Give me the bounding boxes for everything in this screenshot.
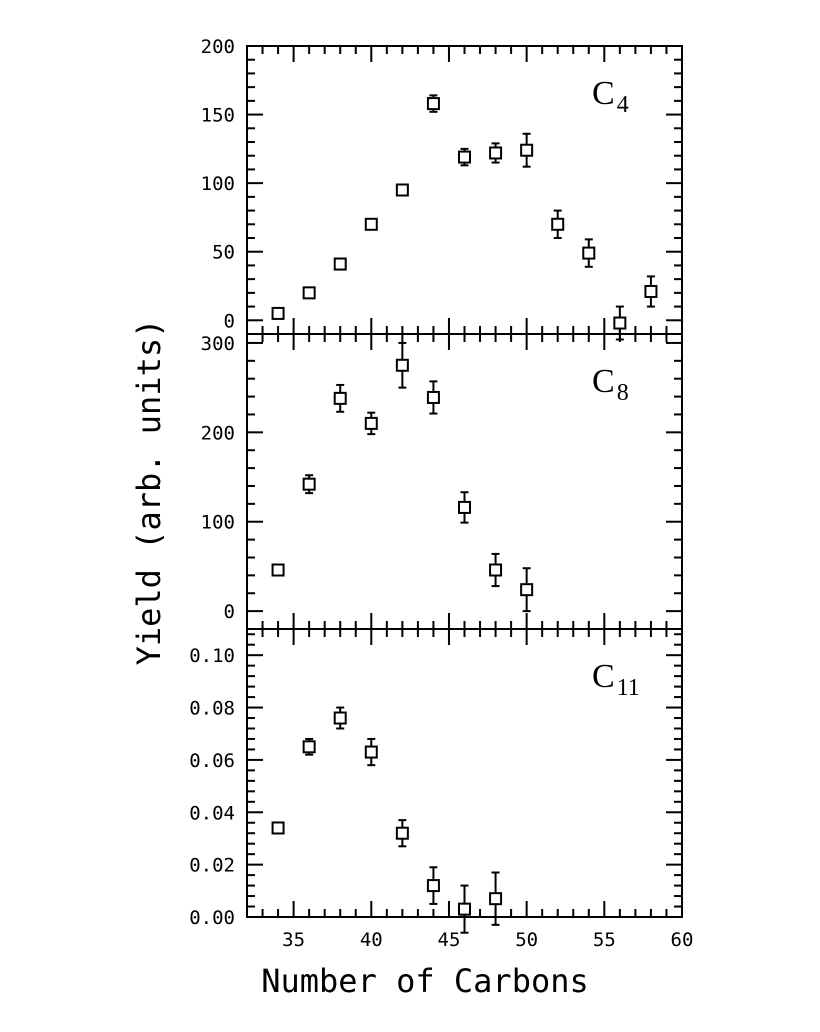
square-marker: [426, 97, 440, 111]
data-point: [302, 474, 316, 495]
y-tick-label: 150: [201, 105, 235, 127]
y-tick-label: 0: [224, 601, 235, 623]
y-tick-label: 0.10: [189, 645, 235, 667]
data-point: [551, 209, 565, 239]
x-tick-label: 40: [360, 929, 383, 951]
data-point: [333, 706, 347, 730]
y-tick-label: 0: [224, 310, 235, 332]
data-point: [395, 183, 409, 197]
square-marker: [613, 316, 627, 330]
data-point: [582, 238, 596, 268]
data-point: [458, 884, 471, 934]
chart-panels: 050100150200C40100200300C80.000.020.040.…: [189, 36, 683, 934]
square-marker: [333, 711, 347, 725]
square-marker: [520, 143, 534, 157]
data-point: [520, 567, 534, 613]
x-tick-label: 45: [438, 929, 461, 951]
panel-label: C11: [592, 658, 640, 701]
y-tick-label: 50: [212, 242, 235, 264]
y-tick-label: 100: [201, 512, 235, 534]
panel-label-subscript: 11: [617, 675, 640, 701]
data-point: [426, 866, 440, 905]
data-point: [271, 306, 285, 320]
x-tick-label: 55: [593, 929, 616, 951]
y-tick-label: 200: [201, 422, 235, 444]
data-point: [426, 94, 440, 113]
panel-label-main: C: [592, 658, 615, 695]
square-marker: [458, 902, 471, 916]
data-point: [364, 737, 378, 767]
data-point: [395, 819, 409, 848]
data-point: [333, 383, 347, 413]
square-marker: [489, 563, 503, 577]
data-point: [364, 411, 378, 436]
square-marker: [271, 821, 285, 835]
square-marker: [271, 306, 285, 320]
y-axis-title: Yield (arb. units): [130, 319, 168, 666]
x-axis-title: Number of Carbons: [261, 962, 589, 1000]
data-point: [520, 132, 534, 168]
data-point: [333, 257, 347, 271]
panel-c4: 0 50 100 150 200 C4: [201, 36, 683, 341]
square-marker: [364, 745, 378, 759]
panel-label-subscript: 4: [617, 92, 629, 118]
y-tick-label: 0.08: [189, 698, 235, 720]
y-tick-label: 0.04: [189, 802, 235, 824]
square-marker: [302, 477, 316, 491]
square-marker: [582, 246, 596, 260]
y-tick-label: 300: [201, 333, 235, 355]
data-point: [302, 286, 316, 300]
square-marker: [333, 391, 347, 405]
data-point: [644, 275, 658, 308]
square-marker: [333, 257, 347, 271]
square-marker: [426, 879, 440, 893]
data-point: [364, 217, 378, 231]
y-tick-label: 0.06: [189, 750, 235, 772]
square-marker: [489, 146, 503, 160]
square-marker: [302, 286, 316, 300]
square-marker: [302, 740, 316, 754]
y-tick-label: 100: [201, 173, 235, 195]
square-marker: [364, 217, 378, 231]
square-marker: [520, 583, 534, 597]
panel-label-main: C: [592, 75, 615, 112]
x-tick-labels: 35 40 45 50 55 60: [282, 929, 693, 951]
data-point: [302, 737, 316, 756]
y-tick-label: 200: [201, 36, 235, 58]
data-point: [271, 821, 285, 835]
x-tick-label: 50: [515, 929, 538, 951]
panel-frame: [246, 628, 683, 918]
data-point: [426, 380, 440, 415]
y-tick-label: 0.02: [189, 855, 235, 877]
x-tick-label: 60: [671, 929, 694, 951]
data-point: [489, 142, 503, 164]
data-point: [458, 147, 471, 167]
square-marker: [395, 358, 409, 372]
y-tick-label: 0.00: [189, 907, 235, 929]
square-marker: [395, 183, 409, 197]
x-tick-label: 35: [282, 929, 305, 951]
panel-c8: 0 100 200 300 C8: [201, 333, 683, 630]
panel-label: C8: [592, 363, 629, 406]
square-marker: [489, 892, 503, 906]
square-marker: [271, 563, 285, 577]
data-point: [458, 491, 471, 524]
square-marker: [644, 284, 658, 298]
panel-label: C4: [592, 75, 629, 118]
panel-label-subscript: 8: [617, 380, 629, 406]
data-point: [271, 563, 285, 577]
square-marker: [426, 390, 440, 404]
square-marker: [458, 150, 471, 164]
square-marker: [364, 416, 378, 430]
square-marker: [458, 500, 471, 514]
data-point: [489, 871, 503, 926]
panel-label-main: C: [592, 363, 615, 400]
data-point: [489, 552, 503, 588]
square-marker: [551, 217, 565, 231]
panel-c11: 0.00 0.02 0.04 0.06 0.08 0.10 C11: [189, 628, 683, 934]
square-marker: [395, 826, 409, 840]
data-point: [395, 341, 409, 389]
